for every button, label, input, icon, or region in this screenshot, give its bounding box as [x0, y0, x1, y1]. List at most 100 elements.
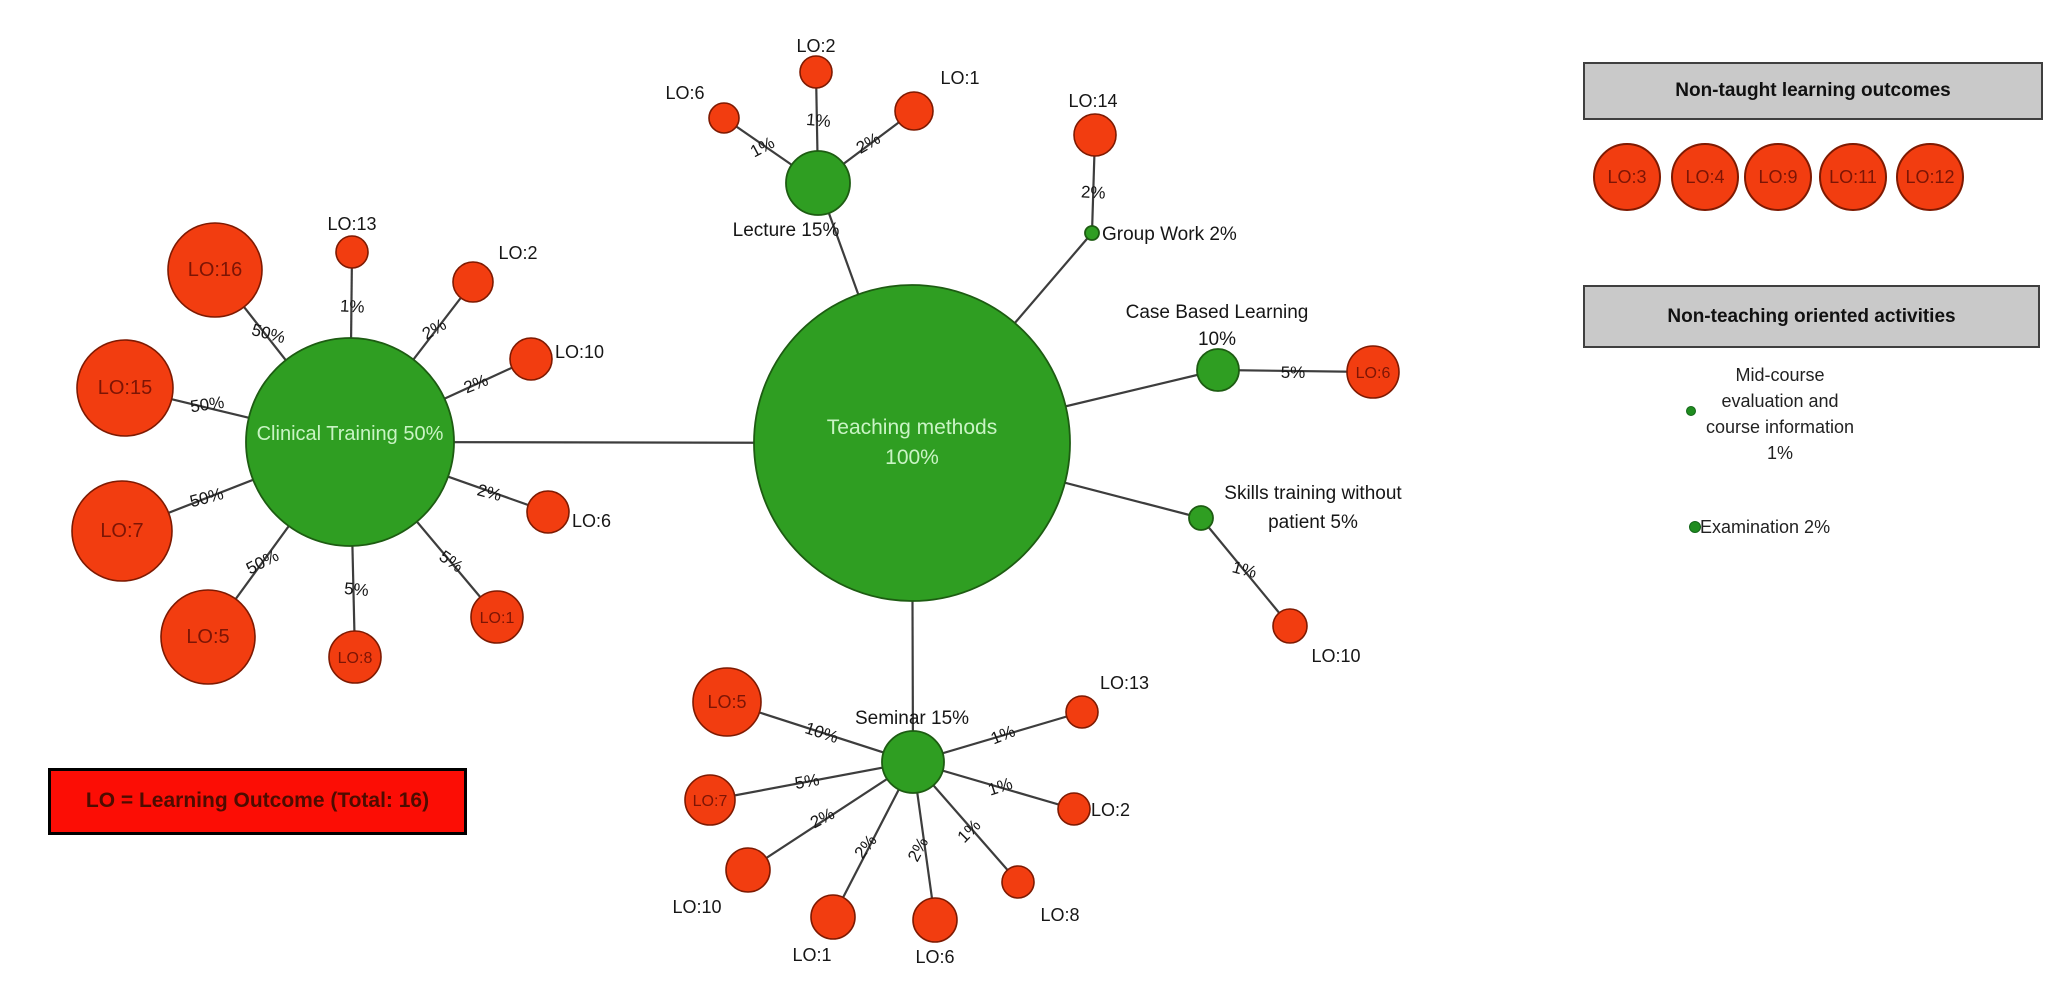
lo-label-clinical-lo-5: LO:5: [186, 626, 229, 648]
edge-seminar-lo-7: [709, 760, 914, 802]
lo-node-seminar-lo-7: [684, 774, 736, 826]
hub-label-cbl: Case Based Learning: [1126, 302, 1309, 323]
lo-label-groupwork-lo-14: LO:14: [1068, 91, 1117, 111]
lo-label-seminar-lo-1: LO:1: [792, 945, 831, 965]
lo-node-clinical-lo-15: [76, 339, 174, 437]
lo-label-clinical-lo-1: LO:1: [480, 610, 515, 627]
lo-node-clinical-lo-5: [160, 589, 256, 685]
hub-clinical-circle: [245, 337, 455, 547]
lo-node-lecture-lo-2: [799, 55, 833, 89]
mid-course-line-1: Mid-course: [1735, 365, 1825, 385]
lo-label-clinical-lo-6: LO:6: [572, 511, 611, 531]
lo-label-lecture-lo-1: LO:1: [940, 68, 979, 88]
hub-label-cbl: 10%: [1198, 329, 1236, 350]
hub-label-lecture: Lecture 15%: [733, 220, 840, 241]
lo-label-skills-lo-10: LO:10: [1311, 646, 1360, 666]
non-teaching-activities-header: Non-teaching oriented activities: [1583, 285, 2040, 348]
hub-groupwork-circle: [1084, 225, 1100, 241]
lo-label-clinical-lo-2: LO:2: [498, 243, 537, 263]
lo-label-lecture-lo-2: LO:2: [796, 36, 835, 56]
lo-node-lecture-lo-1: [894, 91, 934, 131]
lo-node-seminar-lo-8: [1001, 865, 1035, 899]
lo-node-seminar-lo-5: [692, 667, 762, 737]
edge-percent-seminar-lo-8: 1%: [954, 816, 985, 847]
non-taught-lo-3: LO:3: [1593, 143, 1661, 211]
lo-label-seminar-lo-5: LO:5: [707, 692, 746, 712]
edge-percent-seminar-lo-2: 1%: [986, 774, 1015, 800]
mid-course-line-3: course information: [1705, 417, 1855, 437]
lo-label-seminar-lo-6: LO:6: [915, 947, 954, 967]
hub-label-clinical: Clinical Training 50%: [257, 423, 444, 445]
mid-course-evaluation-item: Mid-course evaluation and course informa…: [1645, 362, 1915, 466]
mid-course-dot-icon: [1686, 406, 1696, 416]
non-taught-lo-9: LO:9: [1744, 143, 1812, 211]
edge-percent-seminar-lo-6: 2%: [904, 834, 932, 865]
mid-course-line-2: evaluation and: [1721, 391, 1839, 411]
lo-label-seminar-lo-10: LO:10: [672, 897, 721, 917]
non-taught-outcomes-header: Non-taught learning outcomes: [1583, 62, 2043, 120]
legend-box: LO = Learning Outcome (Total: 16): [48, 768, 467, 835]
hub-cbl-circle: [1196, 348, 1240, 392]
lo-node-clinical-lo-6: [526, 490, 570, 534]
lo-label-clinical-lo-8: LO:8: [338, 650, 373, 667]
lo-node-clinical-lo-8: [328, 630, 382, 684]
edge-percent-clinical-lo-8: 5%: [343, 579, 369, 600]
lo-label-seminar-lo-13: LO:13: [1100, 673, 1149, 693]
hub-label-skills: patient 5%: [1268, 512, 1358, 533]
hub-label-skills: Skills training without: [1224, 483, 1402, 504]
edge-skills-lo-10: [1200, 517, 1291, 627]
non-taught-lo-4: LO:4: [1671, 143, 1739, 211]
lo-node-clinical-lo-2: [452, 261, 494, 303]
edge-seminar-lo-10: [747, 761, 914, 871]
lo-node-lecture-lo-6: [708, 102, 740, 134]
lo-node-clinical-lo-13: [335, 235, 369, 269]
lo-label-clinical-lo-10: LO:10: [555, 342, 604, 362]
hub-lecture-circle: [785, 150, 851, 216]
edge-percent-clinical-lo-16: 50%: [250, 320, 288, 347]
lo-node-seminar-lo-10: [725, 847, 771, 893]
lo-label-clinical-lo-7: LO:7: [100, 520, 143, 542]
examination-item: Examination 2%: [1700, 517, 1831, 537]
hub-label-teaching: 100%: [885, 446, 939, 469]
edge-percent-seminar-lo-7: 5%: [793, 770, 821, 793]
lo-label-clinical-lo-13: LO:13: [327, 214, 376, 234]
lo-label-lecture-lo-6: LO:6: [665, 83, 704, 103]
hub-teaching-circle: [753, 284, 1071, 602]
lo-node-seminar-lo-13: [1065, 695, 1099, 729]
lo-label-seminar-lo-7: LO:7: [693, 793, 728, 810]
hub-label-teaching: Teaching methods: [827, 416, 997, 439]
lo-node-seminar-lo-2: [1057, 792, 1091, 826]
edge-percent-groupwork-lo-14: 2%: [1081, 182, 1107, 202]
lo-node-seminar-lo-1: [810, 894, 856, 940]
edge-percent-seminar-lo-5: 10%: [803, 718, 841, 747]
edge-percent-clinical-lo-10: 2%: [461, 370, 491, 397]
lo-node-seminar-lo-6: [912, 897, 958, 943]
hub-seminar-circle: [881, 730, 945, 794]
edge-percent-skills-lo-10: 1%: [1230, 557, 1259, 582]
hub-label-seminar: Seminar 15%: [855, 708, 969, 729]
edge-percent-lecture-lo-2: 1%: [805, 110, 831, 131]
hub-skills-circle: [1188, 505, 1214, 531]
lo-node-cbl-lo-6: [1346, 345, 1400, 399]
lo-node-clinical-lo-7: [71, 480, 173, 582]
lo-label-seminar-lo-8: LO:8: [1040, 905, 1079, 925]
edge-percent-seminar-lo-1: 2%: [851, 831, 881, 862]
examination-dot-icon: [1689, 521, 1701, 533]
edge-percent-clinical-lo-13: 1%: [340, 296, 366, 316]
edge-percent-clinical-lo-15: 50%: [189, 393, 225, 417]
non-taught-lo-11: LO:11: [1819, 143, 1887, 211]
mid-course-line-4: 1%: [1766, 443, 1793, 463]
lo-label-seminar-lo-2: LO:2: [1091, 800, 1130, 820]
lo-node-clinical-lo-16: [167, 222, 263, 318]
lo-node-clinical-lo-1: [470, 590, 524, 644]
hub-label-groupwork: Group Work 2%: [1102, 224, 1237, 245]
lo-node-groupwork-lo-14: [1073, 113, 1117, 157]
edge-percent-seminar-lo-13: 1%: [988, 721, 1018, 748]
lo-label-clinical-lo-15: LO:15: [98, 377, 152, 399]
edge-percent-clinical-lo-6: 2%: [475, 480, 504, 505]
edge-percent-cbl-lo-6: 5%: [1281, 363, 1306, 382]
non-taught-lo-12: LO:12: [1896, 143, 1964, 211]
lo-node-skills-lo-10: [1272, 608, 1308, 644]
